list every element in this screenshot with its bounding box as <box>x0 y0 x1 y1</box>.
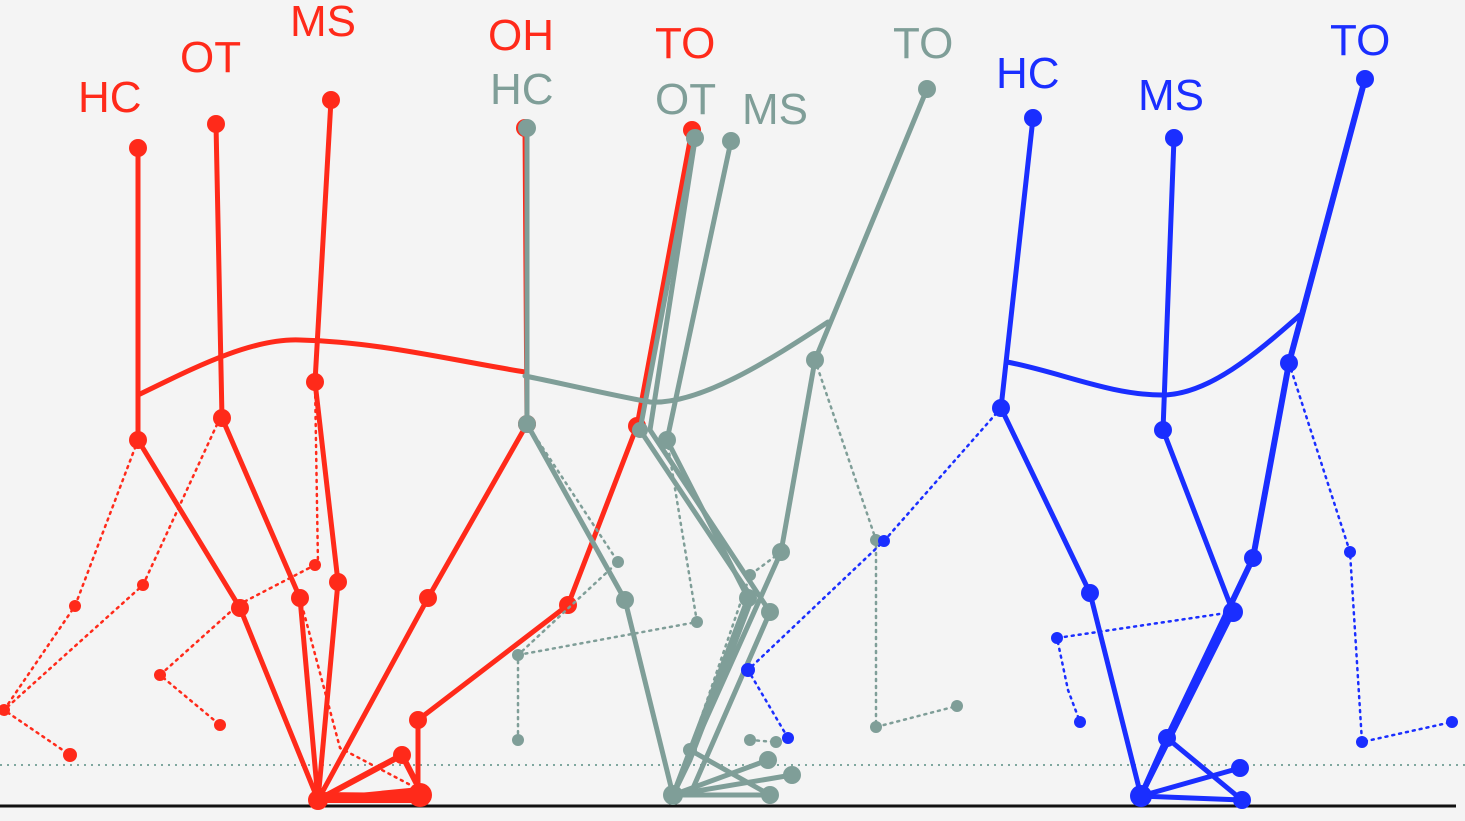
blue-feet <box>1138 735 1245 803</box>
red-ms-figure <box>312 97 341 803</box>
label-red-hc: HC <box>78 73 142 122</box>
label-red-ms: MS <box>290 0 356 46</box>
gray-ms-figure <box>664 138 751 798</box>
red-joints <box>0 91 701 810</box>
gray-stick-figures <box>516 86 959 798</box>
label-blue-to: TO <box>1330 16 1390 65</box>
label-blue-hc: HC <box>996 49 1060 98</box>
label-red-ot: OT <box>180 33 241 82</box>
label-gray-ot: OT <box>655 75 716 124</box>
red-hc-figure <box>135 145 321 803</box>
red-stick-figures <box>2 97 695 803</box>
blue-hip-trajectory <box>1004 312 1303 398</box>
label-red-oh: OH <box>488 11 554 60</box>
blue-stick-figures <box>746 76 1454 803</box>
blue-phase-labels: HC MS TO <box>996 16 1390 120</box>
gray-to-figure <box>687 86 930 758</box>
blue-hc-figure <box>998 115 1144 799</box>
label-gray-hc: HC <box>490 65 554 114</box>
blue-swing-limbs <box>746 361 1454 744</box>
blue-ms-figure <box>1138 135 1236 799</box>
gray-hc-figure <box>524 125 676 798</box>
gray-phase-labels: HC OT MS TO <box>490 19 953 134</box>
red-feet <box>315 752 425 803</box>
red-hip-trajectory <box>135 337 528 398</box>
gray-feet <box>670 747 795 798</box>
label-blue-ms: MS <box>1138 71 1204 120</box>
red-ot-figure <box>213 121 321 803</box>
label-gray-to: TO <box>893 19 953 68</box>
blue-joints <box>741 70 1458 809</box>
label-red-to: TO <box>655 19 715 68</box>
label-gray-ms: MS <box>742 85 808 134</box>
gray-joints <box>512 80 963 805</box>
red-phase-labels: HC OT MS OH TO <box>78 0 715 122</box>
red-oh-figure <box>315 125 530 803</box>
